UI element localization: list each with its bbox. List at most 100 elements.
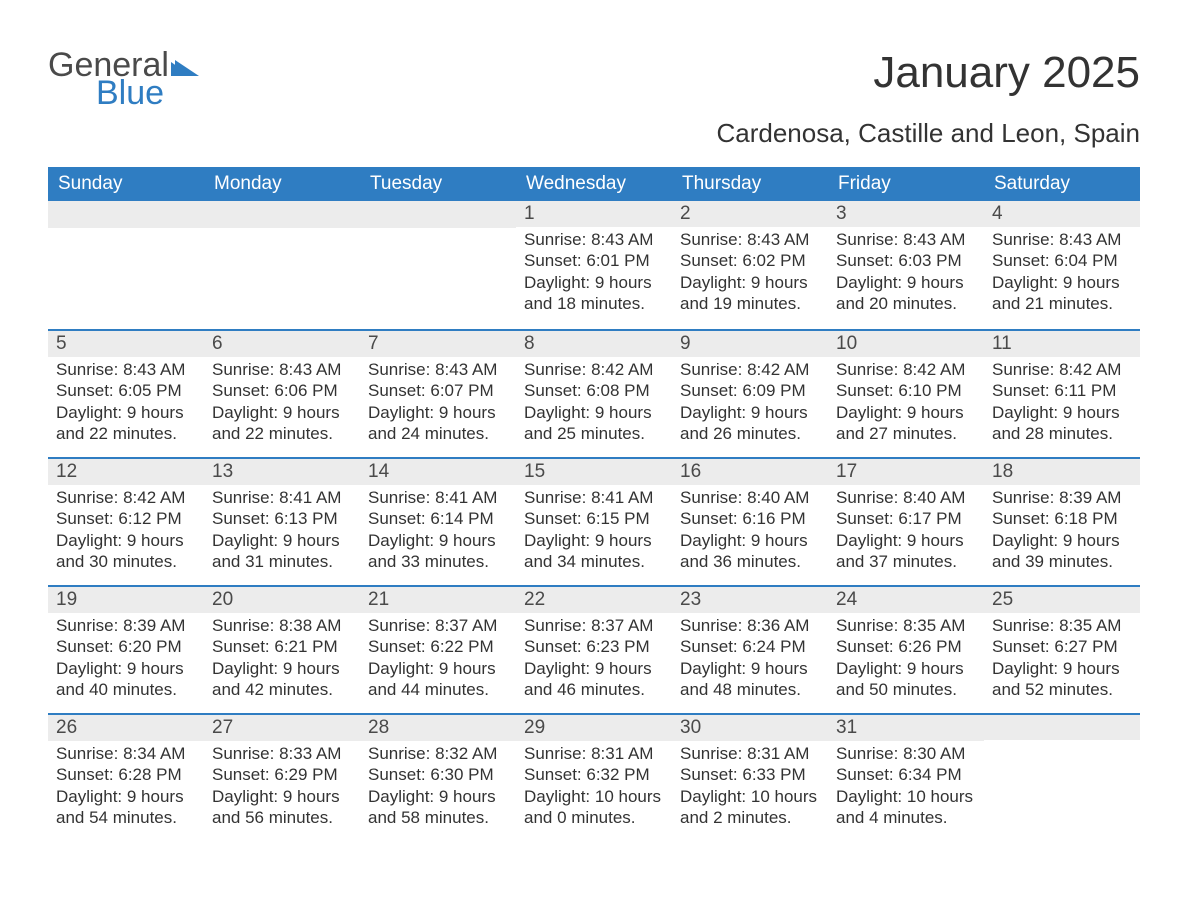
calendar-cell xyxy=(360,201,516,329)
weekday-header: Saturday xyxy=(984,167,1140,201)
day-body: Sunrise: 8:43 AMSunset: 6:01 PMDaylight:… xyxy=(516,227,672,318)
calendar-cell: 12Sunrise: 8:42 AMSunset: 6:12 PMDayligh… xyxy=(48,457,204,585)
day-body: Sunrise: 8:42 AMSunset: 6:09 PMDaylight:… xyxy=(672,357,828,448)
sunset-line: Sunset: 6:15 PM xyxy=(524,508,664,529)
day-body: Sunrise: 8:43 AMSunset: 6:04 PMDaylight:… xyxy=(984,227,1140,318)
sunset-line: Sunset: 6:08 PM xyxy=(524,380,664,401)
sunset-line: Sunset: 6:29 PM xyxy=(212,764,352,785)
day-number: 11 xyxy=(984,329,1140,357)
calendar-cell: 17Sunrise: 8:40 AMSunset: 6:17 PMDayligh… xyxy=(828,457,984,585)
daylight-line: Daylight: 9 hours and 34 minutes. xyxy=(524,530,664,573)
daylight-line: Daylight: 9 hours and 50 minutes. xyxy=(836,658,976,701)
sunset-line: Sunset: 6:26 PM xyxy=(836,636,976,657)
sunrise-line: Sunrise: 8:39 AM xyxy=(992,487,1132,508)
daylight-line: Daylight: 9 hours and 56 minutes. xyxy=(212,786,352,829)
sunrise-line: Sunrise: 8:31 AM xyxy=(524,743,664,764)
day-number: 26 xyxy=(48,713,204,741)
day-body: Sunrise: 8:41 AMSunset: 6:15 PMDaylight:… xyxy=(516,485,672,576)
empty-day-header xyxy=(204,201,360,228)
sunrise-line: Sunrise: 8:42 AM xyxy=(836,359,976,380)
sunrise-line: Sunrise: 8:36 AM xyxy=(680,615,820,636)
calendar-cell: 15Sunrise: 8:41 AMSunset: 6:15 PMDayligh… xyxy=(516,457,672,585)
sunset-line: Sunset: 6:23 PM xyxy=(524,636,664,657)
sunset-line: Sunset: 6:28 PM xyxy=(56,764,196,785)
daylight-line: Daylight: 9 hours and 39 minutes. xyxy=(992,530,1132,573)
sunrise-line: Sunrise: 8:39 AM xyxy=(56,615,196,636)
calendar-row: 1Sunrise: 8:43 AMSunset: 6:01 PMDaylight… xyxy=(48,201,1140,329)
daylight-line: Daylight: 9 hours and 22 minutes. xyxy=(56,402,196,445)
sunrise-line: Sunrise: 8:41 AM xyxy=(212,487,352,508)
daylight-line: Daylight: 9 hours and 24 minutes. xyxy=(368,402,508,445)
day-number: 5 xyxy=(48,329,204,357)
day-number: 12 xyxy=(48,457,204,485)
logo-blue: Blue xyxy=(96,76,164,110)
calendar-cell: 5Sunrise: 8:43 AMSunset: 6:05 PMDaylight… xyxy=(48,329,204,457)
sunrise-line: Sunrise: 8:42 AM xyxy=(680,359,820,380)
day-number: 1 xyxy=(516,201,672,227)
sunrise-line: Sunrise: 8:41 AM xyxy=(524,487,664,508)
daylight-line: Daylight: 10 hours and 4 minutes. xyxy=(836,786,976,829)
day-body: Sunrise: 8:39 AMSunset: 6:20 PMDaylight:… xyxy=(48,613,204,704)
day-number: 10 xyxy=(828,329,984,357)
sunrise-line: Sunrise: 8:38 AM xyxy=(212,615,352,636)
day-number: 31 xyxy=(828,713,984,741)
calendar-cell: 24Sunrise: 8:35 AMSunset: 6:26 PMDayligh… xyxy=(828,585,984,713)
sunset-line: Sunset: 6:12 PM xyxy=(56,508,196,529)
calendar-cell: 31Sunrise: 8:30 AMSunset: 6:34 PMDayligh… xyxy=(828,713,984,841)
sunset-line: Sunset: 6:14 PM xyxy=(368,508,508,529)
calendar-cell: 4Sunrise: 8:43 AMSunset: 6:04 PMDaylight… xyxy=(984,201,1140,329)
sunset-line: Sunset: 6:21 PM xyxy=(212,636,352,657)
sunset-line: Sunset: 6:07 PM xyxy=(368,380,508,401)
sunset-line: Sunset: 6:24 PM xyxy=(680,636,820,657)
daylight-line: Daylight: 9 hours and 37 minutes. xyxy=(836,530,976,573)
sunrise-line: Sunrise: 8:31 AM xyxy=(680,743,820,764)
daylight-line: Daylight: 10 hours and 0 minutes. xyxy=(524,786,664,829)
sunset-line: Sunset: 6:16 PM xyxy=(680,508,820,529)
daylight-line: Daylight: 9 hours and 27 minutes. xyxy=(836,402,976,445)
calendar-cell: 9Sunrise: 8:42 AMSunset: 6:09 PMDaylight… xyxy=(672,329,828,457)
daylight-line: Daylight: 9 hours and 46 minutes. xyxy=(524,658,664,701)
calendar-cell xyxy=(204,201,360,329)
weekday-header: Tuesday xyxy=(360,167,516,201)
weekday-header: Friday xyxy=(828,167,984,201)
day-number: 28 xyxy=(360,713,516,741)
day-number: 14 xyxy=(360,457,516,485)
daylight-line: Daylight: 9 hours and 40 minutes. xyxy=(56,658,196,701)
daylight-line: Daylight: 9 hours and 44 minutes. xyxy=(368,658,508,701)
calendar-cell: 18Sunrise: 8:39 AMSunset: 6:18 PMDayligh… xyxy=(984,457,1140,585)
daylight-line: Daylight: 9 hours and 54 minutes. xyxy=(56,786,196,829)
empty-day-header xyxy=(48,201,204,228)
sunrise-line: Sunrise: 8:35 AM xyxy=(836,615,976,636)
day-body: Sunrise: 8:39 AMSunset: 6:18 PMDaylight:… xyxy=(984,485,1140,576)
sunset-line: Sunset: 6:02 PM xyxy=(680,250,820,271)
daylight-line: Daylight: 9 hours and 28 minutes. xyxy=(992,402,1132,445)
daylight-line: Daylight: 9 hours and 31 minutes. xyxy=(212,530,352,573)
sunrise-line: Sunrise: 8:33 AM xyxy=(212,743,352,764)
sunset-line: Sunset: 6:33 PM xyxy=(680,764,820,785)
calendar-cell: 11Sunrise: 8:42 AMSunset: 6:11 PMDayligh… xyxy=(984,329,1140,457)
sunrise-line: Sunrise: 8:30 AM xyxy=(836,743,976,764)
weekday-header: Sunday xyxy=(48,167,204,201)
daylight-line: Daylight: 9 hours and 48 minutes. xyxy=(680,658,820,701)
calendar-cell: 19Sunrise: 8:39 AMSunset: 6:20 PMDayligh… xyxy=(48,585,204,713)
sunrise-line: Sunrise: 8:43 AM xyxy=(212,359,352,380)
day-body: Sunrise: 8:32 AMSunset: 6:30 PMDaylight:… xyxy=(360,741,516,832)
calendar-cell: 1Sunrise: 8:43 AMSunset: 6:01 PMDaylight… xyxy=(516,201,672,329)
sunset-line: Sunset: 6:13 PM xyxy=(212,508,352,529)
calendar-cell: 13Sunrise: 8:41 AMSunset: 6:13 PMDayligh… xyxy=(204,457,360,585)
daylight-line: Daylight: 9 hours and 18 minutes. xyxy=(524,272,664,315)
sunrise-line: Sunrise: 8:40 AM xyxy=(836,487,976,508)
day-number: 29 xyxy=(516,713,672,741)
day-body: Sunrise: 8:40 AMSunset: 6:16 PMDaylight:… xyxy=(672,485,828,576)
day-body: Sunrise: 8:43 AMSunset: 6:03 PMDaylight:… xyxy=(828,227,984,318)
daylight-line: Daylight: 9 hours and 26 minutes. xyxy=(680,402,820,445)
empty-day-header xyxy=(984,713,1140,740)
calendar-cell: 16Sunrise: 8:40 AMSunset: 6:16 PMDayligh… xyxy=(672,457,828,585)
calendar-cell: 28Sunrise: 8:32 AMSunset: 6:30 PMDayligh… xyxy=(360,713,516,841)
day-number: 25 xyxy=(984,585,1140,613)
calendar-table: SundayMondayTuesdayWednesdayThursdayFrid… xyxy=(48,167,1140,841)
day-number: 21 xyxy=(360,585,516,613)
sunset-line: Sunset: 6:22 PM xyxy=(368,636,508,657)
calendar-cell: 21Sunrise: 8:37 AMSunset: 6:22 PMDayligh… xyxy=(360,585,516,713)
calendar-cell: 10Sunrise: 8:42 AMSunset: 6:10 PMDayligh… xyxy=(828,329,984,457)
